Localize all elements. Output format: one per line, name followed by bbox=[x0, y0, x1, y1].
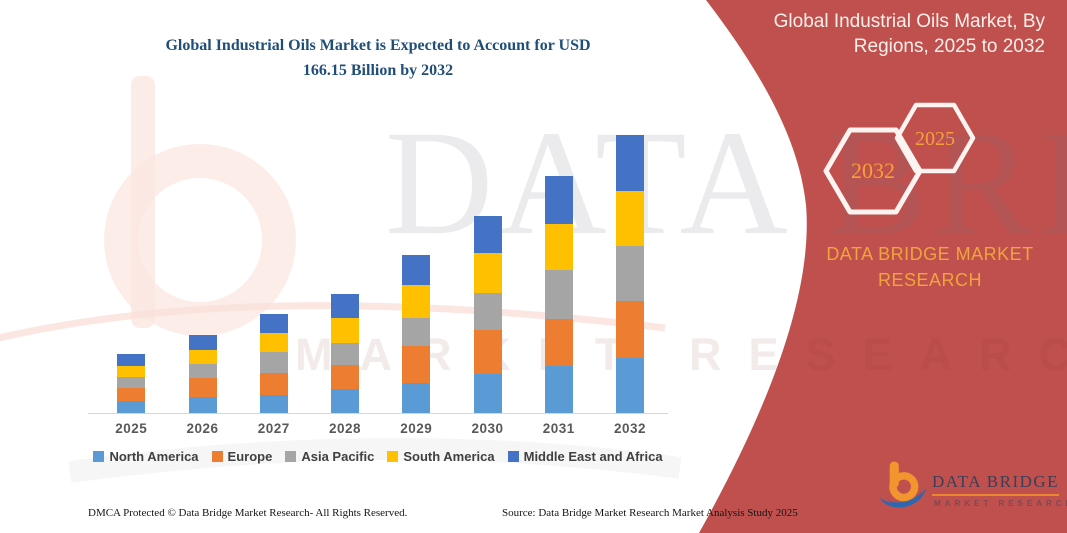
chart-title-line2: 166.15 Billion by 2032 bbox=[302, 62, 454, 79]
footer-source-text: Source: Data Bridge Market Research Mark… bbox=[502, 507, 798, 519]
bar-segment-2030-europe bbox=[473, 329, 502, 374]
bar-segment-2029-middle-east-and-africa bbox=[402, 254, 431, 285]
bar-segment-2025-middle-east-and-africa bbox=[117, 354, 146, 367]
x-axis-label-2029: 2029 bbox=[400, 421, 433, 436]
bar-segment-2031-south-america bbox=[544, 223, 573, 271]
x-axis-label-2031: 2031 bbox=[542, 421, 575, 436]
legend-label-middle-east-and-africa: Middle East and Africa bbox=[523, 449, 663, 464]
bar-segment-2025-europe bbox=[117, 388, 146, 402]
legend-swatch-north-america bbox=[93, 451, 105, 462]
legend-swatch-south-america bbox=[387, 451, 399, 462]
bar-segment-2026-south-america bbox=[188, 349, 217, 364]
sidebar-brand-text: DATA BRIDGE MARKET RESEARCH bbox=[826, 244, 1034, 290]
bar-column-2027 bbox=[259, 314, 288, 413]
legend-label-asia-pacific: Asia Pacific bbox=[301, 449, 375, 464]
legend-label-europe: Europe bbox=[227, 449, 273, 464]
bar-column-2028 bbox=[331, 293, 360, 413]
bar-segment-2026-europe bbox=[188, 378, 217, 398]
bar-segment-2029-south-america bbox=[402, 284, 431, 319]
bar-segment-2027-south-america bbox=[259, 333, 288, 352]
bar-column-2025 bbox=[117, 354, 146, 413]
legend-label-north-america: North America bbox=[109, 449, 199, 464]
bar-segment-2031-middle-east-and-africa bbox=[544, 175, 573, 224]
logo-name: DATA BRIDGE bbox=[932, 472, 1060, 496]
legend: North America Europe Asia Pacific South Ame… bbox=[88, 449, 668, 464]
bar-segment-2025-south-america bbox=[117, 366, 146, 378]
legend-item-middle-east-and-africa: Middle East and Africa bbox=[507, 449, 663, 464]
legend-item-north-america: North America bbox=[93, 449, 199, 464]
bar-segment-2031-europe bbox=[544, 318, 573, 366]
bar-segment-2027-asia-pacific bbox=[259, 351, 288, 373]
bar-segment-2025-asia-pacific bbox=[117, 377, 146, 389]
bar-segment-2030-middle-east-and-africa bbox=[473, 215, 502, 254]
bar-segment-2031-asia-pacific bbox=[544, 270, 573, 319]
dbmr-logo: DATA BRIDGE MARKET RESEARCH bbox=[878, 452, 1067, 520]
bar-segment-2031-north-america bbox=[544, 365, 573, 413]
bar-segment-2030-asia-pacific bbox=[473, 293, 502, 330]
footer-dmca-text: DMCA Protected © Data Bridge Market Rese… bbox=[88, 507, 408, 519]
bar-column-2032 bbox=[616, 134, 645, 413]
legend-item-europe: Europe bbox=[211, 449, 273, 464]
bar-column-2026 bbox=[188, 335, 217, 413]
logo-subtext: MARKET RESEARCH bbox=[934, 499, 1067, 508]
bar-segment-2028-north-america bbox=[331, 389, 360, 413]
bar-segment-2029-asia-pacific bbox=[402, 318, 431, 347]
bar-segment-2029-north-america bbox=[402, 383, 431, 413]
bar-segment-2027-north-america bbox=[259, 394, 288, 413]
bar-segment-2032-europe bbox=[616, 300, 645, 358]
x-axis-label-2025: 2025 bbox=[115, 421, 148, 436]
bar-segment-2029-europe bbox=[402, 346, 431, 383]
bar-segment-2032-north-america bbox=[616, 358, 645, 413]
bar-segment-2032-south-america bbox=[616, 191, 645, 246]
legend-item-asia-pacific: Asia Pacific bbox=[285, 449, 374, 464]
bar-segment-2030-north-america bbox=[473, 374, 502, 413]
bar-segment-2026-north-america bbox=[188, 397, 217, 413]
dbmr-logo-b-icon bbox=[879, 461, 927, 508]
bar-column-2030 bbox=[473, 215, 502, 413]
bar-segment-2032-middle-east-and-africa bbox=[616, 134, 645, 192]
bar-column-2031 bbox=[544, 175, 573, 413]
x-axis-label-2026: 2026 bbox=[186, 421, 219, 436]
bar-segment-2025-north-america bbox=[117, 401, 146, 413]
x-axis-label-2030: 2030 bbox=[471, 421, 504, 436]
x-axis-label-2032: 2032 bbox=[614, 421, 647, 436]
bar-segment-2027-europe bbox=[259, 372, 288, 395]
bar-segment-2028-south-america bbox=[331, 318, 360, 343]
badge-2025-label: 2025 bbox=[915, 128, 955, 150]
bar-segment-2030-south-america bbox=[473, 253, 502, 294]
bar-column-2029 bbox=[402, 254, 431, 413]
badge-2032-label: 2032 bbox=[851, 158, 895, 183]
legend-label-south-america: South America bbox=[403, 449, 495, 464]
sidebar-heading-line2: Regions, 2025 to 2032 bbox=[853, 36, 1045, 57]
legend-item-south-america: South America bbox=[387, 449, 495, 464]
plot-area: 2025 2026 2027 2028 2029 2030 2031 2032 bbox=[88, 130, 668, 436]
x-axis-label-2028: 2028 bbox=[329, 421, 362, 436]
legend-swatch-asia-pacific bbox=[285, 451, 297, 462]
bar-segment-2026-middle-east-and-africa bbox=[188, 335, 217, 350]
bar-segment-2028-asia-pacific bbox=[331, 342, 360, 365]
bar-segment-2027-middle-east-and-africa bbox=[259, 314, 288, 334]
x-axis-line bbox=[88, 413, 668, 414]
legend-swatch-europe bbox=[211, 451, 223, 462]
bar-segment-2026-asia-pacific bbox=[188, 363, 217, 379]
sidebar-heading: Global Industrial Oils Market, By Region… bbox=[745, 9, 1045, 59]
chart-title: Global Industrial Oils Market is Expecte… bbox=[88, 33, 668, 83]
x-axis-label-2027: 2027 bbox=[257, 421, 290, 436]
sidebar-heading-line1: Global Industrial Oils Market, By bbox=[773, 11, 1045, 32]
bar-segment-2028-europe bbox=[331, 364, 360, 390]
chart-title-line1: Global Industrial Oils Market is Expecte… bbox=[165, 37, 591, 54]
legend-swatch-middle-east-and-africa bbox=[507, 451, 519, 462]
bar-segment-2032-asia-pacific bbox=[616, 245, 645, 301]
bar-segment-2028-middle-east-and-africa bbox=[331, 293, 360, 319]
